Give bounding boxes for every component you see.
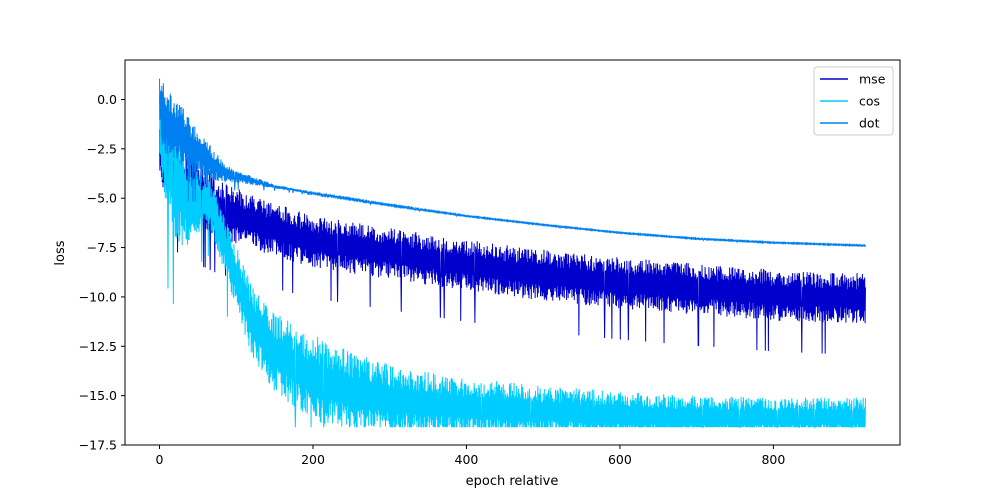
- legend: mse cos dot: [813, 66, 894, 136]
- series-line-mse: [159, 129, 866, 354]
- y-tick-label: −2.5: [87, 141, 117, 156]
- x-tick-label: 200: [301, 452, 325, 467]
- y-tick-label: −10.0: [79, 289, 117, 304]
- y-tick-label: −5.0: [87, 191, 117, 206]
- y-tick-label: −17.5: [79, 438, 117, 453]
- series-line-cos: [159, 93, 866, 429]
- y-tick-label: 0.0: [97, 92, 117, 107]
- series-line-dot: [159, 78, 866, 248]
- y-tick-label: −12.5: [79, 339, 117, 354]
- legend-label-dot: dot: [859, 116, 880, 131]
- y-axis-ticks: 0.0 −2.5 −5.0 −7.5 −10.0 −12.5 −15.0 −17.5: [79, 92, 125, 453]
- y-tick-label: −7.5: [87, 240, 117, 255]
- x-tick-label: 400: [455, 452, 479, 467]
- legend-label-mse: mse: [859, 72, 886, 87]
- y-axis-label: loss: [53, 240, 68, 265]
- legend-box: [813, 66, 894, 136]
- x-tick-label: 600: [608, 452, 632, 467]
- plot-frame: [124, 59, 901, 446]
- legend-label-cos: cos: [859, 94, 880, 109]
- x-tick-label: 0: [156, 452, 164, 467]
- x-axis-ticks: 0 200 400 600 800: [156, 445, 785, 467]
- x-axis-label: epoch relative: [466, 474, 559, 489]
- x-tick-label: 800: [761, 452, 785, 467]
- plot-series: [159, 78, 866, 429]
- y-tick-label: −15.0: [79, 388, 117, 403]
